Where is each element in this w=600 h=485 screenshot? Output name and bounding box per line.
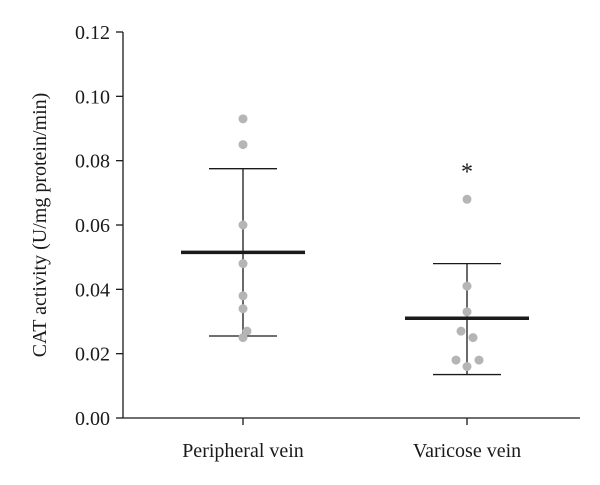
data-groups: * (181, 114, 529, 376)
data-point (451, 355, 461, 365)
data-point (462, 307, 472, 317)
y-tick-label: 0.00 (75, 408, 110, 430)
data-point (474, 355, 484, 365)
data-point (462, 281, 472, 291)
data-point (242, 326, 252, 336)
data-point (238, 114, 248, 124)
y-tick-label: 0.10 (75, 86, 110, 108)
significance-marker: * (461, 160, 473, 186)
data-point (238, 333, 248, 343)
data-point (238, 291, 248, 301)
data-point (462, 194, 472, 204)
y-tick-label: 0.12 (75, 22, 110, 44)
y-tick-label: 0.06 (75, 215, 110, 237)
data-point (238, 304, 248, 314)
data-point (238, 220, 248, 230)
y-tick-label: 0.04 (75, 279, 110, 301)
y-axis: 0.00 0.02 0.04 0.06 0.08 0.10 0.12 (75, 22, 124, 430)
x-axis: Peripheral vein Varicose vein (123, 417, 580, 462)
data-point (238, 140, 248, 150)
y-tick-label: 0.02 (75, 344, 110, 366)
y-axis-title: CAT activity (U/mg protein/min) (29, 93, 51, 358)
data-point (238, 259, 248, 269)
data-point (462, 362, 472, 372)
x-tick-label: Peripheral vein (182, 440, 304, 462)
data-point (456, 326, 466, 336)
data-point (468, 333, 478, 343)
x-tick-label: Varicose vein (413, 440, 521, 462)
y-tick-label: 0.08 (75, 151, 110, 173)
